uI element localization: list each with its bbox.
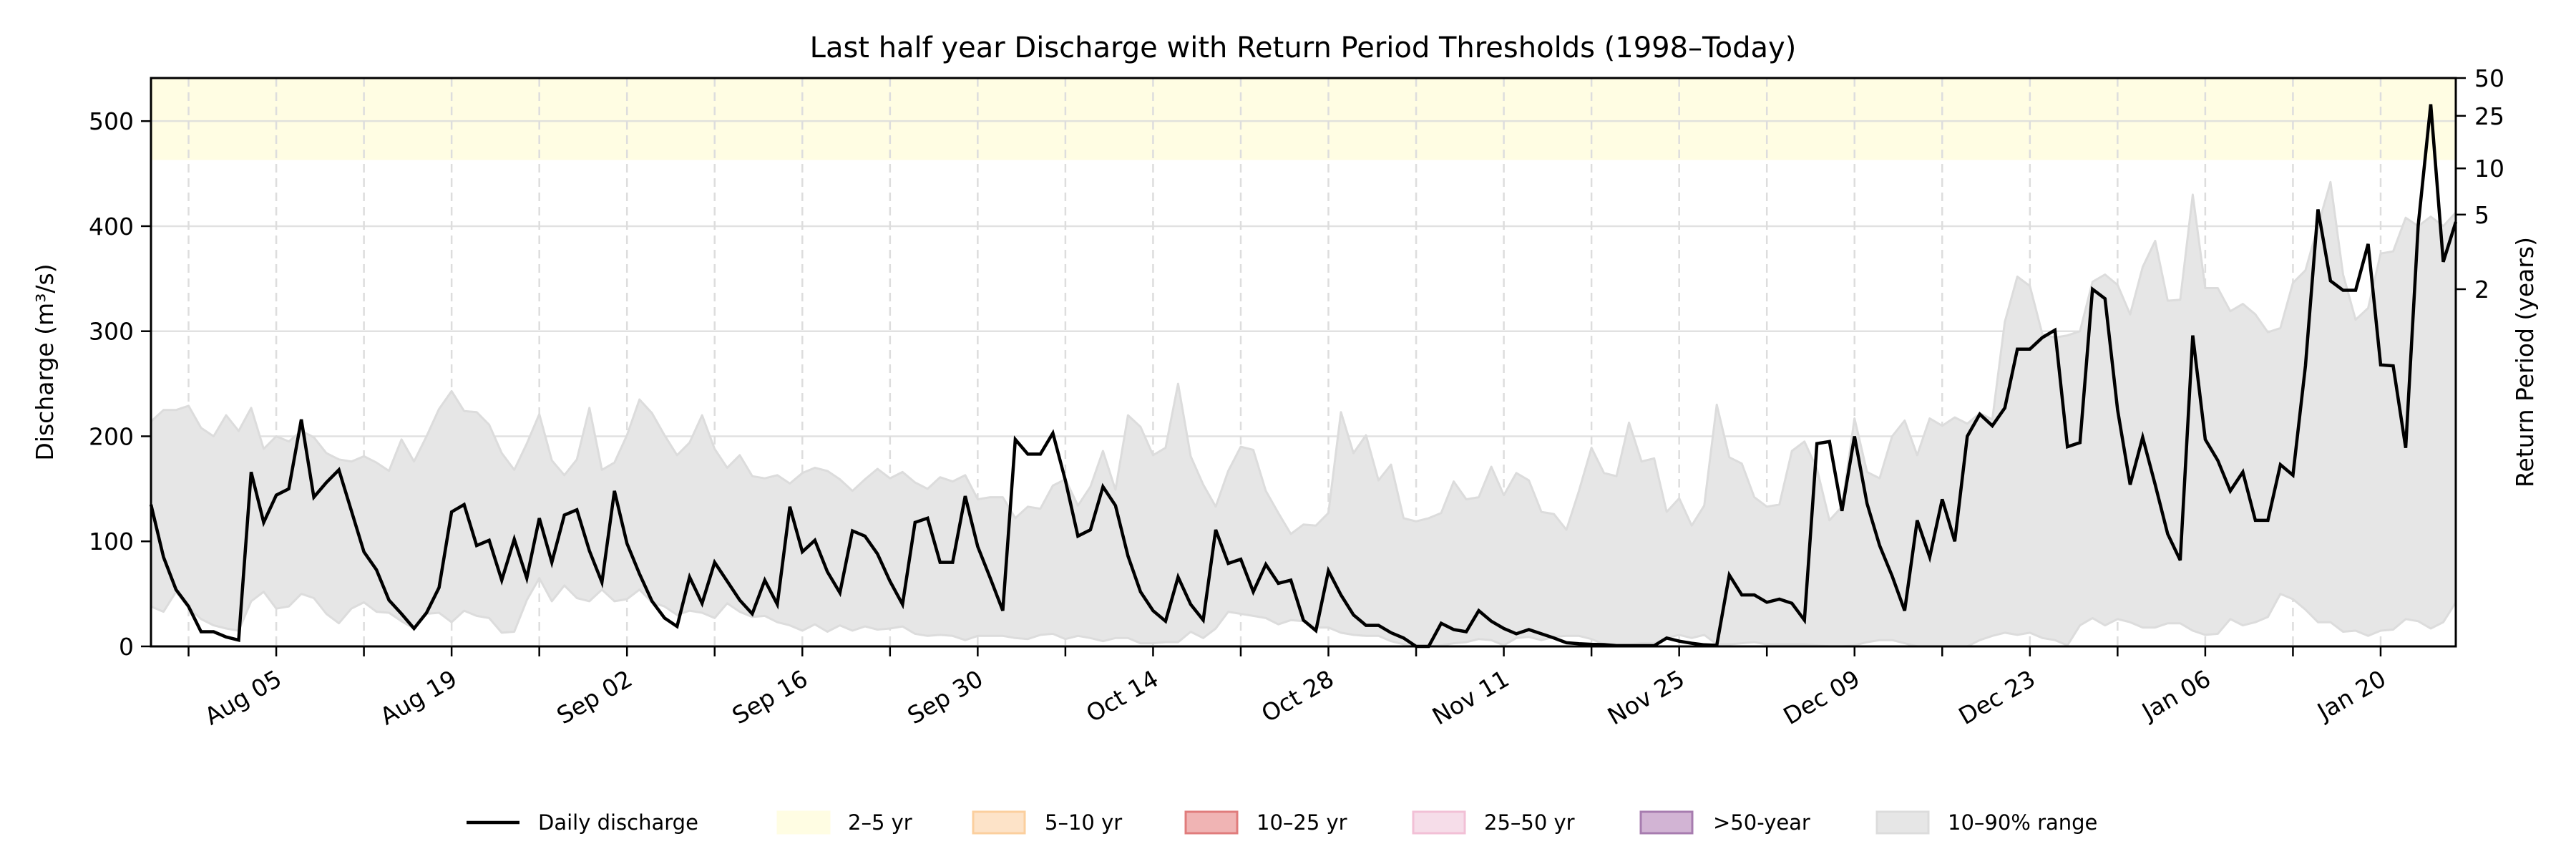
right-tick-label: 5 xyxy=(2474,201,2489,229)
x-tick-label: Aug 19 xyxy=(375,664,462,730)
y-tick-label: 100 xyxy=(89,528,134,555)
x-tick-label: Dec 23 xyxy=(1954,664,2040,730)
x-tick-label: Sep 02 xyxy=(552,664,637,729)
range-band-10-90 xyxy=(150,180,2457,648)
legend-label: 10–90% range xyxy=(1948,810,2097,835)
right-tick-label: 10 xyxy=(2474,155,2504,183)
legend-item: 5–10 yr xyxy=(972,810,1122,835)
legend-patch-swatch xyxy=(1875,810,1930,835)
right-tick-label: 2 xyxy=(2474,276,2489,304)
legend-patch-swatch xyxy=(972,810,1026,835)
x-tick-label: Oct 14 xyxy=(1081,664,1163,728)
x-tick-label: Oct 28 xyxy=(1257,664,1338,728)
y-tick-label: 300 xyxy=(89,318,134,346)
x-tick-label: Dec 09 xyxy=(1778,664,1864,730)
legend-label: Daily discharge xyxy=(538,810,698,835)
legend: Daily discharge 2–5 yr 5–10 yr 10–25 yr 25–5… xyxy=(467,810,2097,835)
y-axis-label: Discharge (m³/s) xyxy=(31,263,59,460)
y-tick-label: 400 xyxy=(89,213,134,241)
x-tick-label: Nov 11 xyxy=(1428,664,1514,730)
legend-label: >50-year xyxy=(1713,810,1810,835)
legend-item: 25–50 yr xyxy=(1412,810,1575,835)
legend-patch-swatch xyxy=(1184,810,1239,835)
y-tick-label: 0 xyxy=(119,633,134,661)
legend-label: 5–10 yr xyxy=(1045,810,1122,835)
legend-label: 25–50 yr xyxy=(1484,810,1575,835)
chart-title: Last half year Discharge with Return Per… xyxy=(810,31,1797,64)
x-tick-label: Aug 05 xyxy=(200,664,286,730)
right-tick-label: 50 xyxy=(2474,64,2504,92)
plot-area: 0 100 200 300 400 500 50 25 10 5 2 Aug 05 Aug 19 Sep … xyxy=(89,64,2504,730)
x-tick-label: Sep 30 xyxy=(903,664,988,729)
legend-item: Daily discharge xyxy=(467,810,698,835)
legend-item: >50-year xyxy=(1639,810,1810,835)
legend-patch-swatch xyxy=(776,810,831,835)
legend-item: 10–25 yr xyxy=(1184,810,1347,835)
daily-discharge-line xyxy=(149,104,2458,649)
threshold-band xyxy=(151,78,2456,160)
legend-label: 10–25 yr xyxy=(1257,810,1347,835)
x-tick-label: Nov 25 xyxy=(1603,664,1689,730)
legend-item: 10–90% range xyxy=(1875,810,2097,835)
legend-item: 2–5 yr xyxy=(776,810,912,835)
legend-patch-swatch xyxy=(1639,810,1694,835)
y-tick-label: 200 xyxy=(89,422,134,450)
x-tick-label: Jan 20 xyxy=(2311,664,2391,726)
y-tick-label: 500 xyxy=(89,107,134,135)
x-tick-label: Sep 16 xyxy=(727,664,812,729)
x-tick-label: Jan 06 xyxy=(2136,664,2215,726)
right-axis-label: Return Period (years) xyxy=(2511,237,2539,487)
right-tick-label: 25 xyxy=(2474,102,2504,130)
axes-frame xyxy=(150,77,2457,648)
legend-patch-swatch xyxy=(1412,810,1466,835)
legend-label: 2–5 yr xyxy=(848,810,912,835)
